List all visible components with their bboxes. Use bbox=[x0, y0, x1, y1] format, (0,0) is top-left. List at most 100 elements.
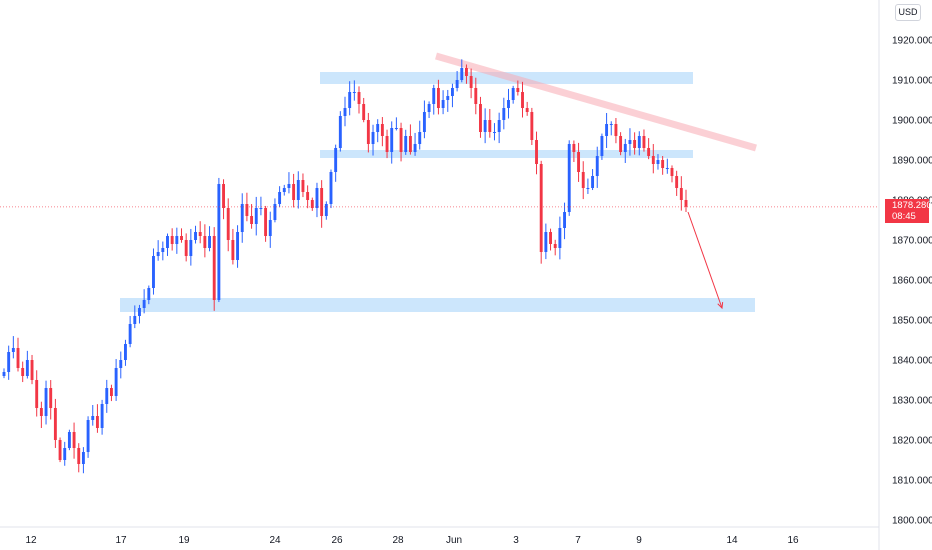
candle-55 bbox=[254, 196, 258, 236]
candle-body bbox=[684, 200, 688, 207]
candle-body bbox=[465, 68, 468, 76]
candle-125 bbox=[581, 161, 585, 200]
candle-body bbox=[30, 360, 34, 380]
candle-116 bbox=[539, 160, 543, 264]
candle-body bbox=[521, 92, 524, 108]
descending-trendline bbox=[435, 52, 757, 152]
candle-body bbox=[310, 200, 314, 208]
candle-body bbox=[563, 212, 566, 228]
candle-79 bbox=[366, 112, 370, 153]
candle-39 bbox=[180, 228, 183, 243]
price-tick-label: 1840.000 bbox=[892, 356, 932, 367]
candle-63 bbox=[292, 173, 296, 208]
candle-77 bbox=[357, 86, 361, 114]
candle-20 bbox=[91, 404, 95, 426]
time-axis[interactable]: 12 17 19 24 26 28 Jun 3 7 9 14 16 bbox=[25, 535, 799, 546]
candle-body bbox=[11, 348, 15, 352]
candle-body bbox=[292, 184, 296, 200]
candle-body bbox=[21, 368, 25, 376]
candle-129 bbox=[600, 133, 604, 160]
candle-body bbox=[343, 108, 347, 116]
candles-group bbox=[2, 59, 688, 474]
candle-body bbox=[77, 448, 81, 464]
candle-body bbox=[352, 92, 356, 93]
candle-body bbox=[175, 236, 179, 244]
candle-body bbox=[58, 440, 62, 460]
candle-body bbox=[338, 116, 342, 148]
candle-109 bbox=[507, 88, 510, 119]
time-tick-label: 26 bbox=[331, 535, 343, 546]
candle-87 bbox=[404, 129, 408, 155]
candle-102 bbox=[474, 77, 478, 115]
candle-body bbox=[128, 324, 132, 344]
time-tick-label: 7 bbox=[575, 535, 581, 546]
time-tick-label: Jun bbox=[446, 535, 462, 546]
candle-106 bbox=[493, 123, 496, 141]
candle-body bbox=[408, 136, 412, 152]
candle-73 bbox=[338, 111, 342, 152]
candle-body bbox=[609, 124, 613, 125]
candle-body bbox=[231, 240, 235, 260]
candle-122 bbox=[567, 140, 571, 216]
candle-body bbox=[124, 344, 127, 360]
projection-arrow-head bbox=[717, 301, 724, 310]
candle-body bbox=[273, 204, 277, 220]
candle-body bbox=[675, 176, 679, 188]
candle-body bbox=[502, 108, 506, 120]
candle-body bbox=[100, 404, 104, 428]
candle-104 bbox=[483, 108, 487, 144]
candle-90 bbox=[418, 120, 422, 150]
candle-133 bbox=[619, 132, 623, 156]
candle-66 bbox=[306, 185, 310, 209]
price-axis[interactable]: 1800.000 1810.000 1820.000 1830.000 1840.000… bbox=[892, 36, 932, 527]
candle-body bbox=[203, 236, 207, 248]
candle-15 bbox=[67, 429, 71, 451]
candle-body bbox=[390, 128, 394, 152]
currency-label[interactable]: USD bbox=[895, 4, 921, 21]
candle-82 bbox=[380, 117, 384, 147]
candle-132 bbox=[614, 118, 618, 144]
candle-1 bbox=[2, 368, 6, 379]
candle-48 bbox=[222, 179, 225, 220]
price-tick-label: 1920.000 bbox=[892, 36, 932, 47]
candle-36 bbox=[166, 233, 169, 256]
candle-135 bbox=[628, 128, 632, 156]
candle-117 bbox=[544, 223, 548, 260]
candle-body bbox=[450, 88, 454, 96]
price-tick-label: 1820.000 bbox=[892, 436, 932, 447]
candle-61 bbox=[282, 184, 286, 196]
candle-124 bbox=[577, 142, 581, 182]
candle-33 bbox=[152, 248, 155, 295]
trendline-group bbox=[435, 52, 757, 152]
candle-body bbox=[549, 232, 552, 244]
candle-body bbox=[479, 104, 482, 132]
candle-body bbox=[376, 124, 380, 132]
candle-40 bbox=[184, 233, 188, 262]
candle-body bbox=[385, 136, 389, 152]
candle-144 bbox=[670, 165, 674, 183]
candle-6 bbox=[25, 350, 29, 379]
candle-69 bbox=[320, 180, 324, 228]
price-tick-label: 1900.000 bbox=[892, 116, 932, 127]
price-tick-label: 1830.000 bbox=[892, 396, 932, 407]
candle-31 bbox=[142, 289, 146, 314]
candle-body bbox=[119, 360, 123, 368]
candle-30 bbox=[138, 304, 141, 324]
candle-107 bbox=[497, 112, 501, 144]
candle-body bbox=[315, 188, 319, 208]
candle-56 bbox=[259, 196, 263, 216]
candle-13 bbox=[58, 437, 62, 463]
candle-body bbox=[507, 100, 510, 108]
candle-countdown: 08:45 bbox=[892, 211, 916, 222]
current-price-tag: 1878.280 08:45 bbox=[885, 199, 932, 223]
time-tick-label: 17 bbox=[115, 535, 127, 546]
candle-body bbox=[647, 148, 651, 156]
candle-23 bbox=[105, 379, 109, 413]
candle-body bbox=[418, 132, 422, 144]
overlay-group bbox=[0, 206, 879, 310]
candle-body bbox=[180, 236, 183, 240]
candle-body bbox=[7, 352, 11, 372]
candle-body bbox=[320, 188, 324, 216]
candle-body bbox=[665, 168, 669, 169]
